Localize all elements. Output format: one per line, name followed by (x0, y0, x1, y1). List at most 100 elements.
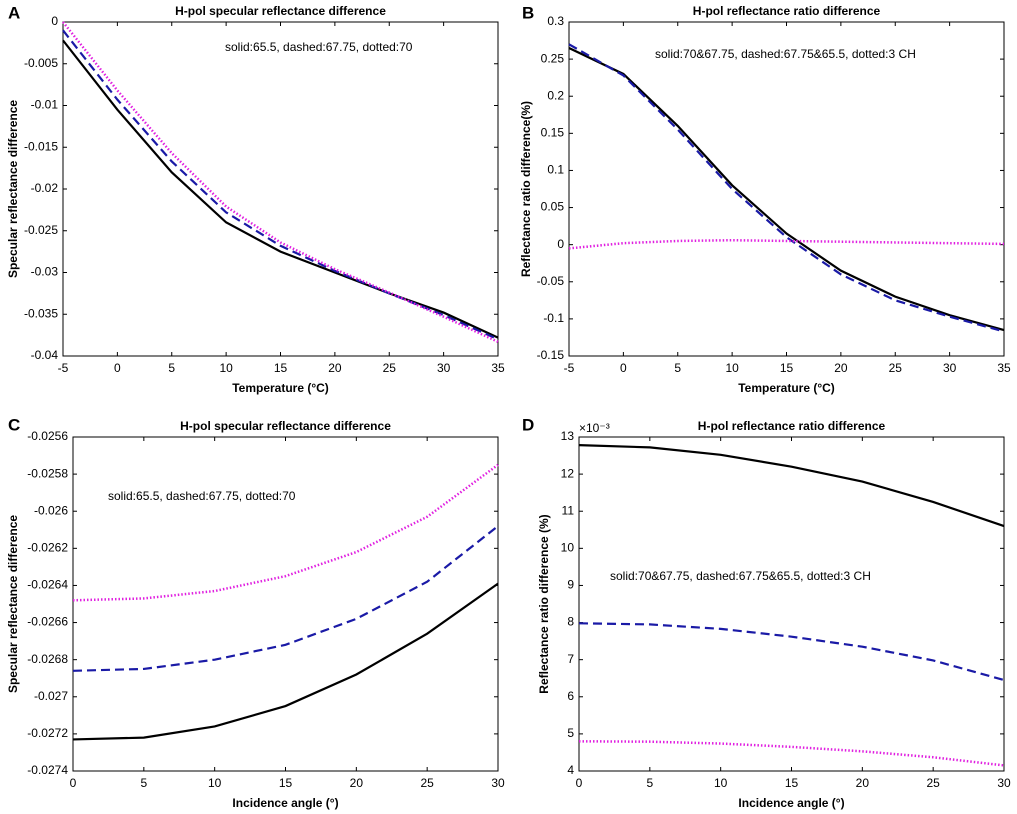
x-tick-label: 20 (856, 776, 870, 790)
plot-area (578, 436, 1005, 772)
series-line (568, 238, 1005, 250)
x-tick-label: 20 (328, 361, 342, 375)
x-tick-label: 30 (943, 361, 957, 375)
annotation: solid:70&67.75, dashed:67.75&65.5, dotte… (655, 47, 916, 61)
panel-label: A (8, 3, 20, 22)
y-tick-label: 12 (561, 466, 575, 480)
y-tick-label: -0.0266 (27, 615, 68, 629)
chart-title: H-pol specular reflectance difference (175, 4, 386, 18)
x-axis-label: Incidence angle (°) (738, 796, 844, 810)
series-line (578, 622, 1005, 682)
y-tick-label: 6 (567, 689, 574, 703)
y-tick-label: -0.05 (537, 274, 565, 288)
y-tick-label: -0.0272 (27, 726, 68, 740)
series-line (62, 29, 499, 341)
panel-label: C (8, 415, 20, 434)
y-tick-label: 0 (51, 14, 58, 28)
y-tick-label: -0.1 (543, 311, 564, 325)
y-tick-label: -0.0264 (27, 578, 68, 592)
x-tick-label: 35 (491, 361, 505, 375)
annotation: solid:65.5, dashed:67.75, dotted:70 (108, 489, 296, 503)
x-tick-label: 25 (420, 776, 434, 790)
x-tick-label: 5 (674, 361, 681, 375)
y-axis-label: Reflectance ratio difference (%) (537, 514, 551, 693)
y-tick-label: -0.026 (34, 503, 68, 517)
annotation: solid:70&67.75, dashed:67.75&65.5, dotte… (610, 569, 871, 583)
y-tick-label: -0.0262 (27, 541, 68, 555)
y-tick-label: 0 (557, 237, 564, 251)
series-line (72, 525, 499, 672)
y-axis-label: Specular reflectance difference (6, 100, 20, 278)
y-tick-label: 0.25 (541, 51, 565, 65)
y-tick-label: 0.1 (547, 163, 564, 177)
x-tick-label: 15 (279, 776, 293, 790)
x-tick-label: 30 (437, 361, 451, 375)
x-axis-label: Temperature (°C) (232, 381, 329, 395)
panel-label: D (522, 415, 534, 434)
y-axis-label: Reflectance ratio difference(%) (519, 101, 533, 277)
y-tick-label: -0.02 (31, 181, 59, 195)
x-tick-label: 25 (889, 361, 903, 375)
x-tick-label: 15 (274, 361, 288, 375)
x-tick-label: 5 (646, 776, 653, 790)
series-line (568, 46, 1005, 332)
y-tick-label: -0.0274 (27, 763, 68, 777)
panel-label: B (522, 3, 534, 22)
x-tick-label: 10 (208, 776, 222, 790)
x-tick-label: 0 (70, 776, 77, 790)
y-tick-label: -0.035 (24, 306, 58, 320)
x-tick-label: 0 (576, 776, 583, 790)
chart-title: H-pol reflectance ratio difference (693, 4, 881, 18)
y-tick-label: -0.03 (31, 265, 59, 279)
y-tick-label: 4 (567, 763, 574, 777)
x-tick-label: -5 (564, 361, 575, 375)
chart-title: H-pol reflectance ratio difference (698, 419, 886, 433)
x-tick-label: 25 (383, 361, 397, 375)
y-tick-label: -0.01 (31, 98, 59, 112)
series-line (62, 21, 499, 343)
annotation: solid:65.5, dashed:67.75, dotted:70 (225, 40, 413, 54)
x-tick-label: 20 (350, 776, 364, 790)
x-tick-label: 15 (785, 776, 799, 790)
x-tick-label: -5 (58, 361, 69, 375)
series-line (568, 43, 1005, 333)
y-tick-label: -0.0258 (27, 466, 68, 480)
chart-title: H-pol specular reflectance difference (180, 419, 391, 433)
plot-area (568, 21, 1005, 357)
x-tick-label: 30 (491, 776, 505, 790)
x-tick-label: 20 (834, 361, 848, 375)
x-tick-label: 25 (926, 776, 940, 790)
y-tick-label: -0.005 (24, 56, 58, 70)
y-tick-label: 10 (561, 541, 575, 555)
y-tick-label: 0.2 (547, 88, 564, 102)
y-tick-label: 0.3 (547, 14, 564, 28)
series-line (578, 444, 1005, 528)
x-tick-label: 35 (997, 361, 1011, 375)
x-axis-label: Temperature (°C) (738, 381, 835, 395)
y-tick-label: 8 (567, 615, 574, 629)
y-tick-label: 5 (567, 726, 574, 740)
y-tick-label: -0.0268 (27, 652, 68, 666)
x-tick-label: 10 (725, 361, 739, 375)
y-tick-label: -0.025 (24, 223, 58, 237)
y-axis-label: Specular reflectance difference (6, 515, 20, 693)
y-tick-label: 13 (561, 429, 575, 443)
y-tick-label: -0.15 (537, 348, 565, 362)
y-tick-label: -0.027 (34, 689, 68, 703)
y-tick-label: 7 (567, 652, 574, 666)
y-tick-label: 9 (567, 578, 574, 592)
x-tick-label: 10 (219, 361, 233, 375)
x-tick-label: 0 (620, 361, 627, 375)
series-line (62, 39, 499, 339)
series-line (578, 740, 1005, 767)
y-tick-label: 0.05 (541, 200, 565, 214)
x-tick-label: 5 (140, 776, 147, 790)
y-multiplier: ×10⁻³ (579, 421, 610, 435)
x-axis-label: Incidence angle (°) (232, 796, 338, 810)
y-tick-label: 0.15 (541, 126, 565, 140)
x-tick-label: 15 (780, 361, 794, 375)
plot-area (72, 436, 499, 772)
plot-area (62, 21, 499, 357)
series-line (72, 582, 499, 741)
